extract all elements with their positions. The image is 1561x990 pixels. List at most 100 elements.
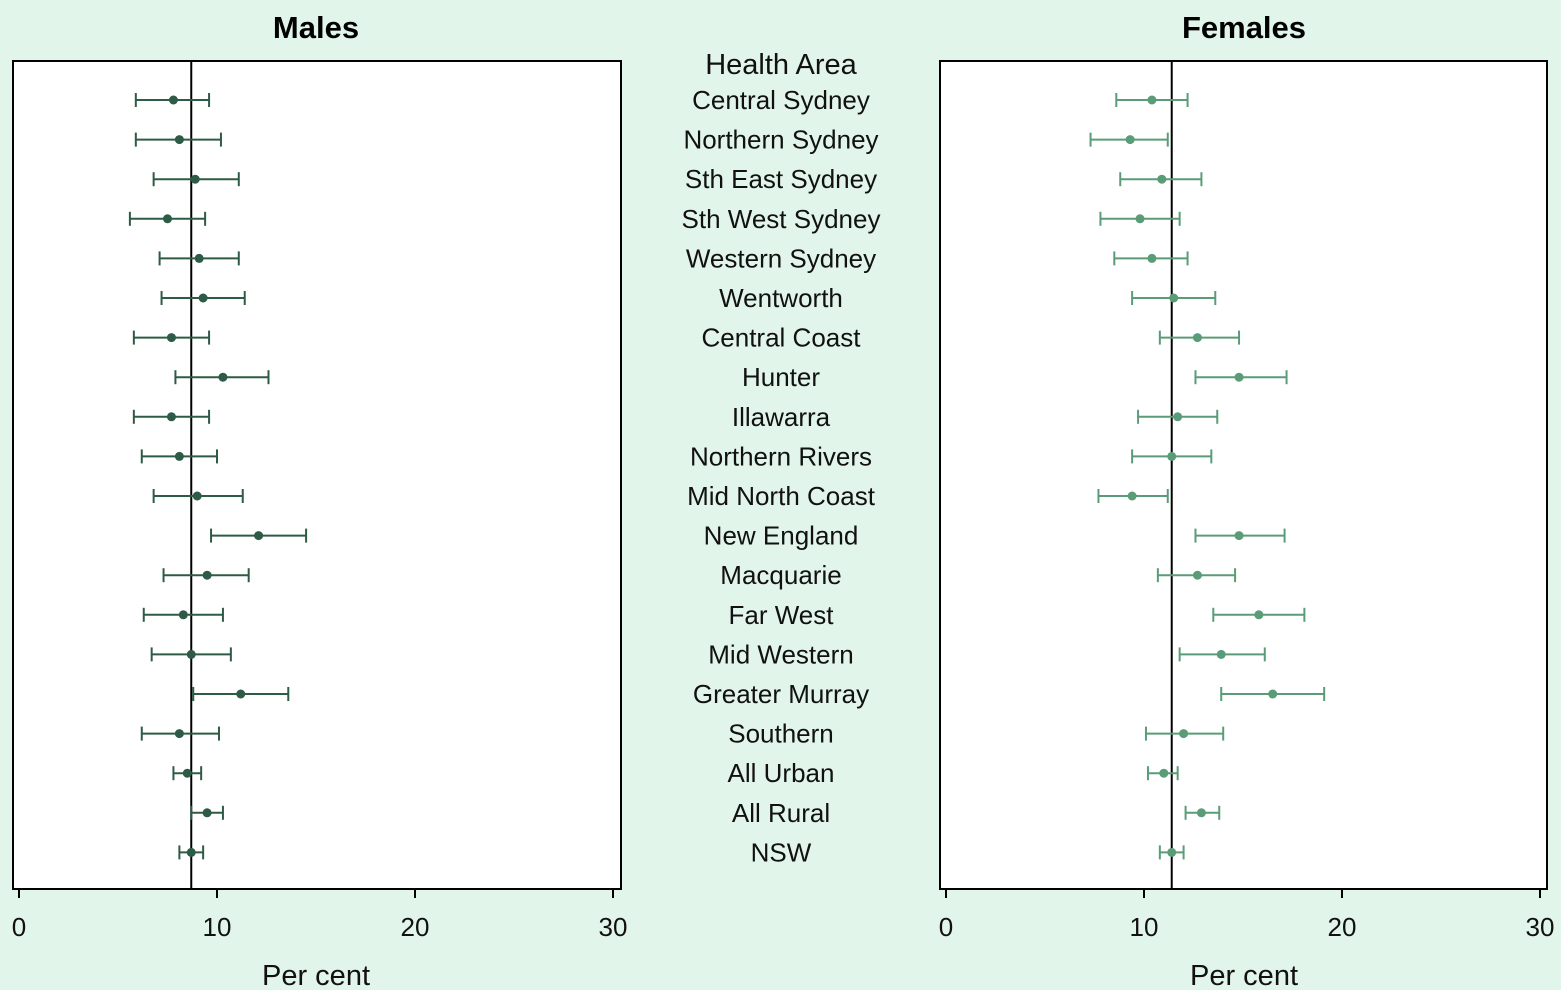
category-label: New England xyxy=(704,521,859,551)
females-estimate-6 xyxy=(1158,330,1241,345)
females-plot-frame xyxy=(939,60,1548,890)
females-estimate-9 xyxy=(1131,449,1213,464)
males-point xyxy=(166,412,176,422)
females-point xyxy=(1147,95,1157,105)
females-x-axis: 0 10 20 30 xyxy=(939,889,1555,942)
females-x-tick-label: 30 xyxy=(1526,912,1555,942)
females-point xyxy=(1127,491,1137,501)
category-label: NSW xyxy=(751,837,812,867)
category-label: Hunter xyxy=(742,362,820,392)
category-label: Mid Western xyxy=(708,639,853,669)
females-estimate-5 xyxy=(1131,291,1217,305)
females-estimate-0 xyxy=(1115,93,1189,107)
males-panel: Males 0 10 20 30 Per cent xyxy=(12,10,628,990)
males-panel-title: Males xyxy=(273,10,359,45)
categories-header: Health Area xyxy=(705,49,857,81)
category-label: Sth West Sydney xyxy=(682,204,881,234)
females-point xyxy=(1125,135,1135,145)
category-label: Macquarie xyxy=(720,560,841,590)
females-estimate-13 xyxy=(1212,607,1306,622)
males-plot-frame xyxy=(12,60,622,890)
category-label: Illawarra xyxy=(732,402,831,432)
females-estimate-4 xyxy=(1113,251,1189,266)
males-estimate-9 xyxy=(140,449,218,464)
males-x-tick-label: 30 xyxy=(599,912,628,942)
category-label: Mid North Coast xyxy=(687,481,876,511)
males-estimate-3 xyxy=(128,211,207,226)
females-estimate-1 xyxy=(1089,132,1169,147)
males-point xyxy=(202,570,212,580)
category-label: All Urban xyxy=(728,758,835,788)
females-estimate-16 xyxy=(1144,726,1225,741)
males-estimate-14 xyxy=(150,647,232,662)
females-x-tick-label: 0 xyxy=(939,912,953,942)
females-panel: Females 0 10 20 30 Per cent xyxy=(939,10,1555,990)
females-point xyxy=(1173,412,1183,422)
males-point xyxy=(174,451,184,461)
category-label: Northern Rivers xyxy=(690,441,872,471)
males-estimate-8 xyxy=(132,409,211,424)
females-point xyxy=(1254,610,1264,620)
males-point xyxy=(186,847,196,857)
females-point xyxy=(1216,649,1226,659)
females-point xyxy=(1135,214,1145,224)
females-x-tick-label: 20 xyxy=(1328,912,1357,942)
females-point xyxy=(1268,689,1278,699)
males-point xyxy=(163,214,172,224)
males-estimate-18 xyxy=(190,805,224,820)
males-point xyxy=(190,174,200,184)
males-estimate-1 xyxy=(134,132,222,147)
females-point xyxy=(1192,333,1202,343)
males-estimate-16 xyxy=(140,726,220,741)
males-estimate-17 xyxy=(172,766,203,781)
males-point xyxy=(168,95,178,105)
females-marks xyxy=(1089,61,1326,889)
females-estimate-3 xyxy=(1099,211,1181,226)
males-estimate-2 xyxy=(152,172,240,187)
females-point xyxy=(1234,372,1244,382)
males-estimate-13 xyxy=(142,607,224,622)
males-point xyxy=(194,253,204,263)
females-estimate-11 xyxy=(1194,528,1286,543)
category-label: Sth East Sydney xyxy=(685,164,877,194)
females-x-tick-label: 10 xyxy=(1130,912,1159,942)
females-estimate-7 xyxy=(1194,370,1288,385)
males-x-tick-label: 10 xyxy=(203,912,232,942)
males-x-tick-label: 0 xyxy=(12,912,26,942)
females-estimate-10 xyxy=(1097,489,1169,503)
males-estimate-15 xyxy=(192,687,290,701)
females-estimate-14 xyxy=(1178,647,1266,662)
category-label: Greater Murray xyxy=(693,679,869,709)
category-labels: Health Area Central Sydney Northern Sydne… xyxy=(682,49,881,867)
males-estimate-6 xyxy=(132,330,211,345)
males-estimate-0 xyxy=(134,93,211,107)
males-point xyxy=(174,135,184,145)
females-point xyxy=(1179,729,1189,739)
males-point xyxy=(186,649,196,659)
females-point xyxy=(1196,808,1206,818)
females-x-axis-label: Per cent xyxy=(1190,960,1298,990)
males-point xyxy=(202,808,212,818)
males-estimate-7 xyxy=(174,370,270,385)
males-x-axis: 0 10 20 30 xyxy=(12,889,628,942)
males-estimate-4 xyxy=(158,251,240,266)
category-label: Western Sydney xyxy=(686,243,876,273)
females-estimate-8 xyxy=(1137,409,1219,424)
females-point xyxy=(1147,253,1157,263)
females-point xyxy=(1169,293,1179,303)
females-estimate-2 xyxy=(1119,172,1203,187)
males-marks xyxy=(128,61,308,889)
males-x-tick-label: 20 xyxy=(401,912,430,942)
males-estimate-19 xyxy=(178,845,205,860)
males-point xyxy=(254,531,264,541)
category-label: Wentworth xyxy=(719,283,843,313)
females-estimate-17 xyxy=(1146,766,1179,781)
category-label: All Rural xyxy=(732,798,830,828)
females-point xyxy=(1167,847,1177,857)
males-point xyxy=(192,491,202,501)
category-label: Northern Sydney xyxy=(683,125,878,155)
males-point xyxy=(218,372,228,382)
females-estimate-18 xyxy=(1184,805,1221,820)
category-label: Far West xyxy=(729,600,835,630)
